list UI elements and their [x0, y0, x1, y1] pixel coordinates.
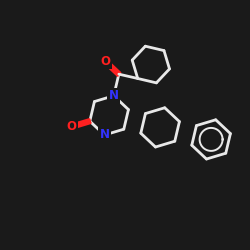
- Text: O: O: [100, 54, 110, 68]
- Text: N: N: [109, 89, 119, 102]
- Text: O: O: [66, 120, 76, 133]
- Text: N: N: [100, 128, 110, 141]
